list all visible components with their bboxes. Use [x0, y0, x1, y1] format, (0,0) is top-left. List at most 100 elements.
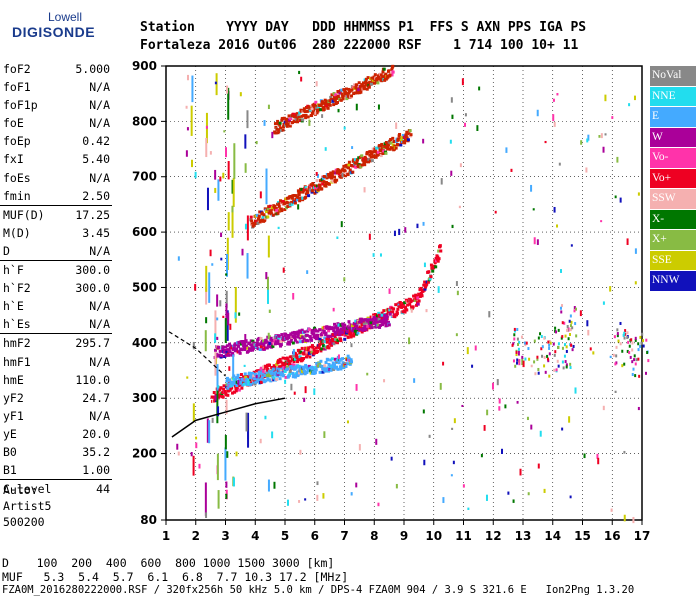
spread-cluster-point — [637, 348, 640, 352]
noise-point — [637, 192, 640, 196]
spread-cluster-point — [540, 334, 543, 338]
trace-point-0 — [233, 390, 237, 394]
trace-point-4 — [362, 85, 366, 89]
trace-point-4 — [282, 125, 286, 129]
trace-point-1 — [292, 363, 296, 367]
trace-point-2 — [291, 341, 295, 345]
trace-point-1 — [262, 369, 266, 373]
logo-line2: DIGISONDE — [12, 24, 96, 40]
noise-point — [316, 494, 319, 501]
trace-point-4 — [366, 81, 370, 85]
noise-point — [368, 233, 371, 240]
trace-point-2 — [387, 323, 391, 327]
trace-point-1 — [239, 381, 243, 385]
trace-point-2 — [320, 333, 324, 337]
trace-point-2 — [279, 339, 283, 343]
spread-cluster-point — [536, 357, 539, 361]
trace-point-4 — [359, 90, 363, 94]
noise-point — [616, 156, 619, 163]
trace-point-4 — [288, 124, 292, 128]
noise-point — [271, 431, 274, 439]
trace-point-2 — [261, 342, 265, 346]
trace-point-0 — [237, 388, 241, 392]
noise-point — [383, 379, 386, 383]
spread-cluster-point — [552, 342, 555, 346]
noise-point — [217, 385, 220, 389]
trace-point-3 — [355, 161, 359, 165]
trace-point-3 — [393, 144, 397, 148]
trace-point-1 — [288, 369, 292, 373]
noise-point — [398, 228, 401, 236]
trace-point-2 — [214, 348, 218, 352]
x-tick-label: 3 — [221, 529, 229, 543]
trace-point-1 — [253, 377, 257, 381]
trace-point-2 — [347, 320, 351, 324]
trace-point-2 — [290, 337, 294, 341]
param-key: C-level — [3, 482, 52, 497]
noise-point — [428, 434, 431, 438]
trace-point-4 — [319, 108, 322, 112]
trace-point-0 — [423, 280, 427, 284]
trace-point-0 — [306, 353, 310, 357]
trace-point-1 — [292, 373, 296, 377]
trace-point-3 — [276, 211, 280, 215]
trace-point-3 — [346, 173, 350, 177]
trace-point-0 — [411, 305, 415, 309]
trace-point-2 — [357, 320, 361, 324]
noise-point — [228, 366, 231, 371]
trace-point-0 — [336, 341, 339, 345]
legend-item-vo: Vo+ — [650, 168, 696, 189]
trace-point-3 — [282, 199, 286, 203]
trace-point-0 — [395, 311, 399, 315]
spread-cluster-point — [559, 306, 562, 310]
noise-point — [366, 372, 369, 376]
trace-point-2 — [325, 325, 329, 329]
trace-point-0 — [219, 386, 223, 390]
spread-cluster-point — [616, 332, 619, 336]
noise-point — [209, 151, 212, 155]
trace-point-1 — [348, 362, 352, 366]
trace-point-2 — [273, 336, 277, 340]
trace-point-0 — [310, 350, 314, 354]
noise-point — [539, 430, 542, 437]
noise-streak — [205, 286, 208, 305]
noise-point — [205, 512, 208, 519]
noise-point — [602, 301, 605, 305]
noise-point — [459, 163, 462, 168]
noise-point — [544, 140, 547, 144]
spread-cluster-point — [514, 364, 517, 368]
trace-point-4 — [313, 102, 317, 106]
trace-point-4 — [277, 128, 281, 132]
trace-point-3 — [277, 202, 281, 206]
noise-point — [634, 248, 637, 254]
noise-point — [633, 95, 636, 101]
trace-point-0 — [280, 365, 284, 369]
trace-point-1 — [264, 379, 268, 383]
param-row-hmf1: hmF1 N/A — [0, 353, 112, 371]
spread-cluster-point — [516, 361, 519, 365]
trace-point-0 — [222, 384, 226, 388]
trace-point-4 — [350, 88, 354, 92]
trace-point-4 — [330, 97, 334, 101]
noise-point — [214, 81, 217, 85]
trace-point-3 — [262, 213, 266, 217]
param-key: foEs — [3, 170, 31, 185]
trace-point-0 — [231, 391, 235, 395]
noise-streak — [244, 334, 247, 348]
trace-point-0 — [420, 294, 424, 298]
trace-point-1 — [319, 359, 323, 363]
param-value: 35.2 — [82, 444, 110, 459]
trace-point-1 — [313, 371, 317, 375]
trace-point-0 — [332, 342, 336, 346]
noise-streak — [225, 254, 228, 277]
trace-point-1 — [346, 362, 350, 366]
trace-point-4 — [281, 128, 285, 132]
trace-point-3 — [280, 209, 284, 213]
trace-point-0 — [403, 310, 407, 314]
noise-point — [583, 453, 586, 459]
noise-point — [372, 253, 375, 257]
noise-streak — [225, 399, 228, 415]
trace-point-2 — [271, 340, 275, 344]
trace-point-2 — [287, 340, 291, 344]
trace-point-1 — [346, 354, 350, 358]
